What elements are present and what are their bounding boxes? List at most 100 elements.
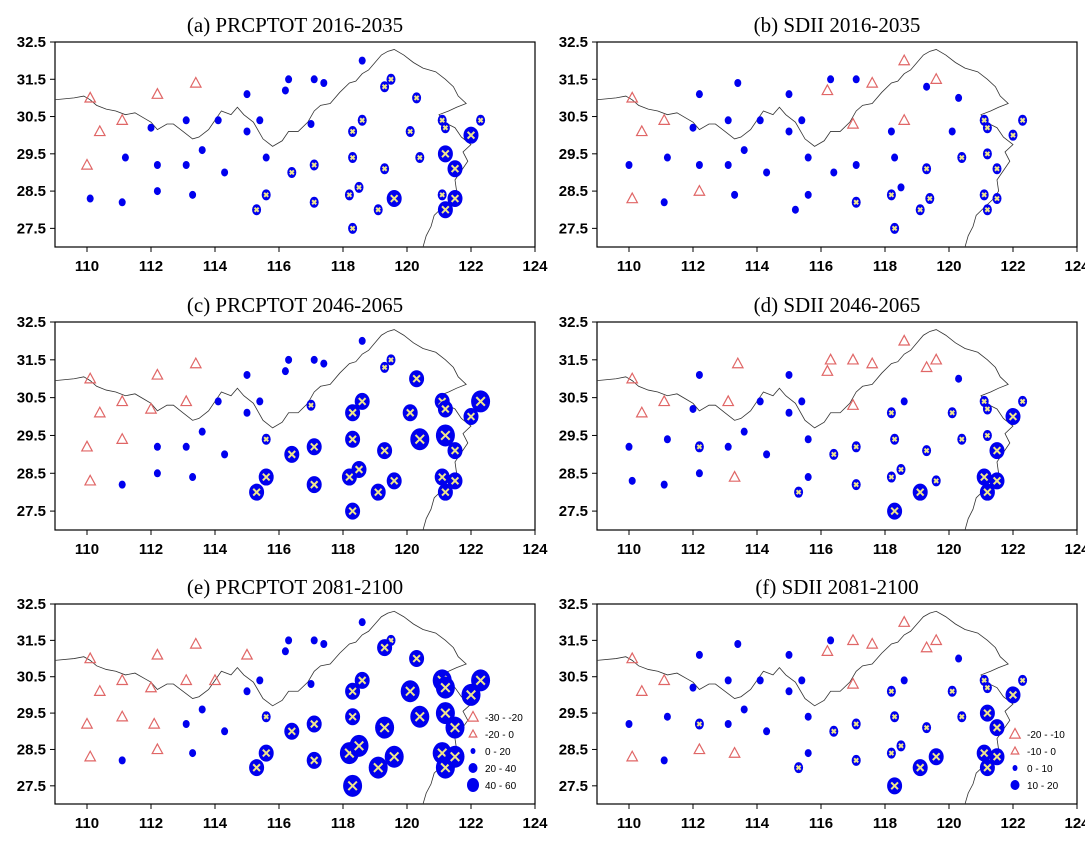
station-dot	[189, 473, 197, 482]
station-dot	[262, 153, 270, 162]
station-significant-cross	[984, 406, 991, 412]
station-dot	[660, 480, 668, 489]
station-significant-cross	[984, 151, 991, 157]
station-significant-cross	[959, 154, 965, 161]
station-significant-cross	[440, 708, 451, 719]
station-significant-cross	[984, 206, 991, 213]
x-tick-label: 112	[139, 815, 163, 832]
map-frame	[596, 603, 1078, 805]
station-significant-cross	[450, 722, 460, 733]
station-significant-cross	[831, 451, 837, 458]
legend-symbol	[1010, 745, 1020, 755]
station-dot	[182, 442, 190, 451]
legend-label: -20 - -10	[1027, 730, 1065, 741]
station-dot	[724, 116, 732, 125]
station-significant-cross	[994, 195, 1000, 202]
station-significant-cross	[442, 124, 449, 131]
x-tick-label: 112	[139, 541, 163, 558]
station-dot	[320, 79, 328, 87]
station-triangle	[821, 83, 834, 96]
y-tick-label: 28.5	[559, 183, 588, 200]
station-dot	[243, 90, 251, 99]
station-dot	[827, 75, 835, 84]
station-significant-cross	[795, 489, 802, 495]
y-tick-label: 29.5	[17, 427, 46, 444]
station-dot	[785, 408, 793, 417]
station-significant-cross	[949, 410, 955, 416]
station-dot	[663, 712, 671, 721]
station-significant-cross	[310, 480, 319, 489]
x-tick-label: 116	[809, 258, 833, 275]
station-significant-cross	[405, 686, 416, 697]
station-significant-cross	[348, 435, 357, 444]
station-dot	[695, 650, 703, 659]
station-triangle	[897, 615, 911, 627]
station-significant-cross	[933, 478, 939, 484]
station-significant-cross	[349, 225, 356, 232]
station-significant-cross	[263, 436, 269, 442]
map-frame	[596, 41, 1078, 248]
station-triangle	[144, 402, 158, 414]
station-significant-cross	[358, 676, 367, 685]
station-significant-cross	[440, 430, 451, 441]
station-significant-cross	[375, 206, 381, 213]
station-significant-cross	[984, 684, 991, 691]
station-significant-cross	[310, 756, 319, 765]
x-tick-label: 122	[458, 258, 483, 275]
station-dot	[724, 442, 732, 451]
x-tick-label: 114	[203, 258, 228, 275]
station-triangle	[189, 356, 203, 369]
station-significant-cross	[916, 488, 925, 497]
x-tick-label: 120	[394, 815, 419, 832]
station-dot	[660, 756, 668, 765]
station-significant-cross	[417, 154, 423, 161]
station-dot	[285, 75, 293, 84]
station-significant-cross	[252, 763, 261, 772]
station-dot	[214, 397, 222, 406]
x-tick-label: 120	[394, 541, 419, 558]
y-tick-label: 32.5	[559, 596, 588, 613]
station-significant-cross	[381, 83, 388, 90]
station-dot	[281, 647, 289, 656]
station-dot	[285, 636, 293, 645]
x-tick-label: 110	[75, 541, 99, 558]
station-significant-cross	[414, 711, 425, 722]
x-tick-label: 114	[745, 258, 770, 275]
x-tick-label: 118	[331, 541, 355, 558]
legend-symbol	[468, 763, 478, 773]
station-dot	[221, 727, 229, 736]
station-significant-cross	[359, 117, 365, 124]
station-dot	[830, 168, 838, 177]
station-dot	[763, 168, 771, 177]
station-dot	[791, 205, 799, 214]
station-dot	[221, 168, 229, 177]
station-triangle	[83, 749, 97, 762]
station-dot	[285, 355, 293, 364]
y-tick-label: 32.5	[17, 314, 46, 331]
station-significant-cross	[949, 688, 955, 695]
station-dot	[310, 75, 318, 84]
station-significant-cross	[450, 194, 460, 203]
x-tick-label: 110	[75, 258, 99, 275]
station-dot	[695, 469, 703, 478]
station-significant-cross	[1019, 398, 1026, 405]
station-significant-cross	[1019, 117, 1026, 124]
station-significant-cross	[439, 117, 445, 124]
station-significant-cross	[311, 199, 317, 206]
x-tick-label: 124	[522, 815, 548, 832]
y-tick-label: 31.5	[17, 71, 46, 88]
x-tick-label: 112	[681, 541, 705, 558]
station-dot	[804, 473, 812, 482]
station-significant-cross	[980, 749, 989, 758]
station-significant-cross	[440, 682, 451, 693]
station-significant-cross	[983, 763, 992, 772]
station-dot	[358, 336, 366, 345]
x-tick-label: 114	[203, 815, 228, 832]
panel-title: (d) SDII 2046-2065	[754, 293, 921, 317]
station-dot	[310, 355, 318, 364]
station-triangle	[115, 709, 129, 722]
station-dot	[763, 450, 771, 459]
x-tick-label: 120	[936, 541, 961, 558]
station-dot	[320, 640, 328, 648]
legend-symbol	[470, 748, 476, 754]
